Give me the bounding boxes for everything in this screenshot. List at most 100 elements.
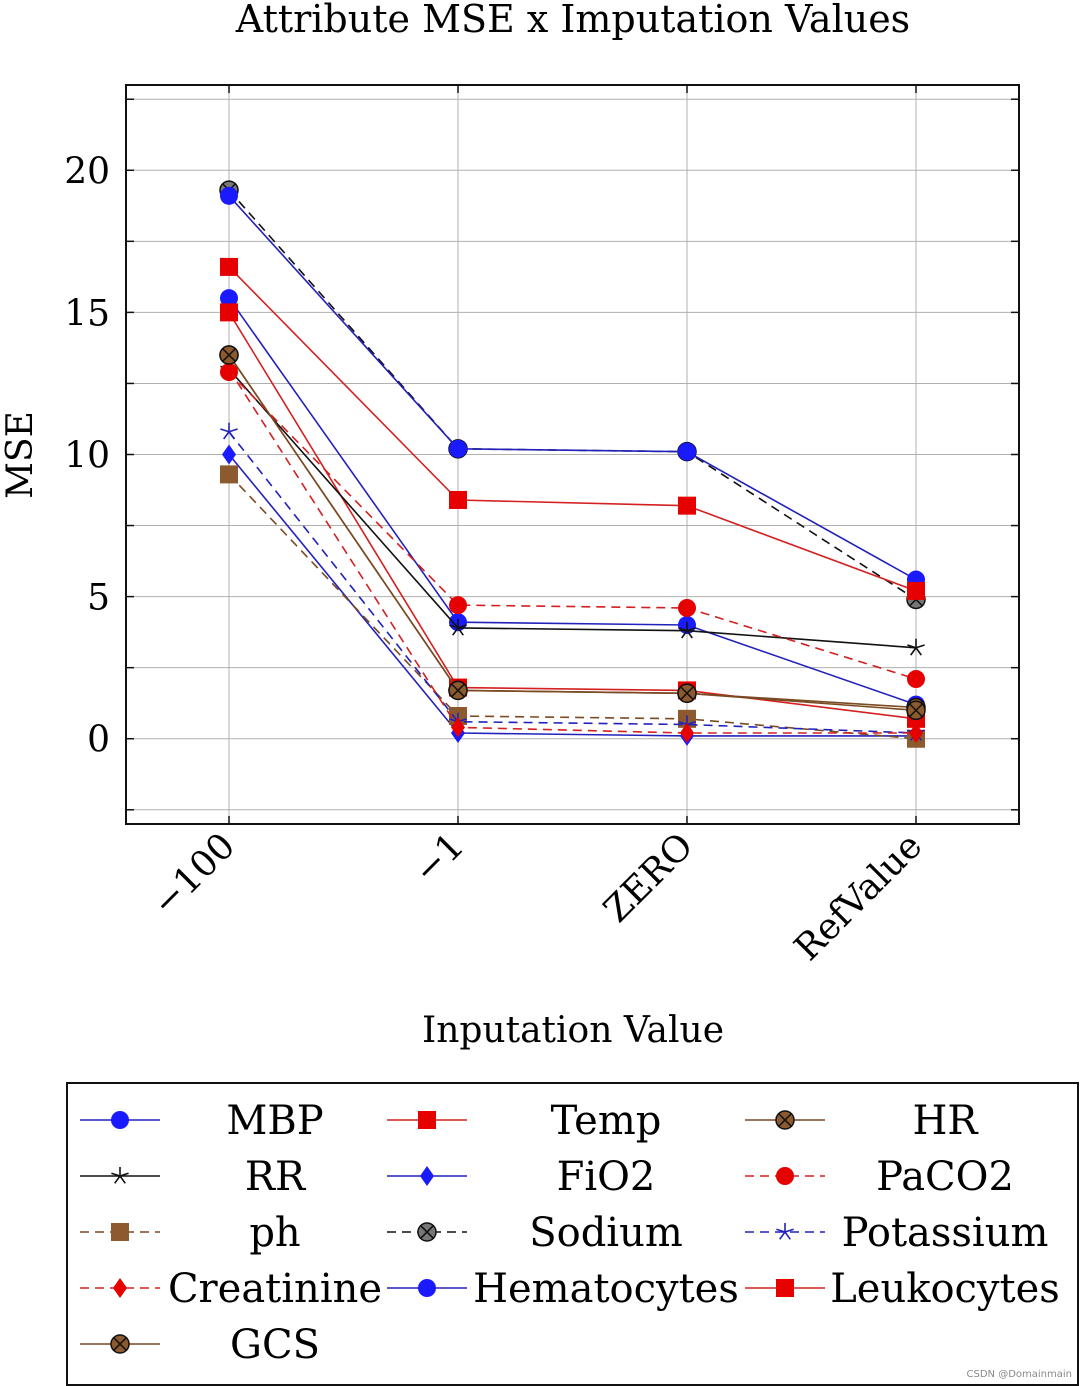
marker-square bbox=[449, 490, 467, 509]
y-tick-label: 10 bbox=[64, 436, 110, 477]
marker-circle bbox=[678, 442, 696, 461]
marker-circle bbox=[220, 186, 238, 205]
legend-entry-creatinine: Creatinine bbox=[80, 1266, 382, 1312]
marker-star bbox=[907, 638, 925, 656]
legend-label: GCS bbox=[230, 1322, 320, 1368]
y-tick-label: 15 bbox=[64, 293, 110, 334]
marker-square bbox=[111, 1223, 129, 1241]
series-rr bbox=[220, 360, 925, 656]
series-hr bbox=[219, 345, 926, 718]
marker-x-cross bbox=[680, 686, 694, 701]
series-line bbox=[228, 297, 917, 706]
series-line bbox=[228, 189, 917, 601]
legend-label: FiO2 bbox=[557, 1154, 656, 1200]
marker-square bbox=[220, 303, 238, 322]
marker-x-cross bbox=[113, 1337, 127, 1351]
marker-star bbox=[111, 1167, 129, 1184]
legend-label: Creatinine bbox=[168, 1266, 382, 1312]
series-line bbox=[228, 368, 916, 734]
legend-label: MBP bbox=[226, 1098, 323, 1144]
legend-label: ph bbox=[249, 1210, 300, 1256]
legend-label: Sodium bbox=[529, 1210, 683, 1256]
legend-entry-gcs: GCS bbox=[80, 1322, 320, 1368]
series-line bbox=[228, 195, 917, 581]
marker-square bbox=[418, 1111, 436, 1129]
series-line bbox=[228, 371, 917, 680]
legend-label: Hematocytes bbox=[473, 1266, 739, 1312]
marker-circle bbox=[111, 1111, 129, 1129]
marker-diamond bbox=[420, 1166, 434, 1186]
y-ticks: 0 5 10 15 20 bbox=[64, 151, 110, 760]
x-axis-label: Inputation Value bbox=[422, 1010, 724, 1051]
x-ticks: −100 −1 ZERO RefValue bbox=[144, 825, 930, 968]
marker-star bbox=[776, 1223, 794, 1240]
marker-x-cross bbox=[222, 348, 236, 362]
series-line bbox=[228, 354, 917, 709]
marker-diamond bbox=[222, 359, 236, 380]
legend-entry-rr: RR bbox=[80, 1154, 307, 1200]
marker-circle bbox=[449, 596, 467, 615]
marker-star bbox=[220, 422, 238, 440]
legend-label: Potassium bbox=[842, 1210, 1049, 1256]
watermark: CSDN @Domainmain bbox=[966, 1369, 1072, 1380]
legend-entry-temp: Temp bbox=[387, 1098, 661, 1144]
marker-square bbox=[220, 257, 238, 276]
legend-entry-fio2: FiO2 bbox=[387, 1154, 655, 1200]
series-leukocytes bbox=[220, 257, 925, 600]
legend-label: HR bbox=[913, 1098, 980, 1144]
marker-diamond bbox=[680, 723, 694, 744]
series-mbp bbox=[220, 289, 925, 714]
marker-square bbox=[776, 1279, 794, 1297]
marker-square bbox=[907, 581, 925, 600]
legend: MBP Temp HR RR FiO2 PaCO2 ph Sodium Potassium Cre… bbox=[80, 1098, 1060, 1368]
y-tick-label: 0 bbox=[87, 720, 110, 761]
series-line bbox=[228, 431, 917, 734]
grid bbox=[126, 85, 1019, 824]
series-line bbox=[228, 266, 917, 592]
marker-x-cross bbox=[451, 683, 465, 698]
legend-label: Temp bbox=[551, 1098, 662, 1144]
marker-diamond bbox=[909, 723, 923, 744]
legend-entry-paco2: PaCO2 bbox=[745, 1154, 1014, 1200]
series-hematocytes bbox=[220, 186, 925, 589]
x-tick-label: RefValue bbox=[787, 825, 930, 968]
series-line bbox=[228, 354, 917, 712]
marker-circle bbox=[776, 1167, 794, 1185]
marker-circle bbox=[220, 289, 238, 308]
marker-star bbox=[449, 618, 467, 636]
series-gcs bbox=[219, 345, 926, 721]
x-tick-label: −100 bbox=[144, 825, 243, 924]
y-tick-label: 20 bbox=[64, 151, 110, 192]
legend-entry-hr: HR bbox=[745, 1098, 979, 1144]
marker-diamond bbox=[222, 444, 236, 465]
marker-circle bbox=[449, 439, 467, 458]
series-creatinine bbox=[222, 359, 923, 744]
series-temp bbox=[220, 303, 925, 728]
marker-star bbox=[678, 621, 696, 639]
legend-label: PaCO2 bbox=[876, 1154, 1014, 1200]
legend-label: Leukocytes bbox=[830, 1266, 1060, 1312]
series-line bbox=[228, 311, 917, 720]
legend-entry-potassium: Potassium bbox=[745, 1210, 1048, 1256]
series-line bbox=[228, 453, 916, 737]
marker-circle bbox=[418, 1279, 436, 1297]
plot-frame bbox=[125, 84, 1020, 825]
marker-square bbox=[220, 465, 238, 484]
x-tick-label: −1 bbox=[406, 825, 473, 892]
marker-circle bbox=[907, 670, 925, 689]
chart-title: Attribute MSE x Imputation Values bbox=[235, 0, 910, 41]
series-line bbox=[228, 368, 917, 649]
legend-label: RR bbox=[245, 1154, 307, 1200]
x-tick-label: ZERO bbox=[596, 825, 701, 930]
y-axis-label: MSE bbox=[0, 411, 41, 499]
marker-square bbox=[678, 496, 696, 515]
series-sodium bbox=[219, 180, 926, 610]
marker-x-cross bbox=[420, 1225, 434, 1239]
legend-entry-mbp: MBP bbox=[80, 1098, 324, 1144]
series-group bbox=[219, 180, 926, 748]
marker-circle bbox=[678, 598, 696, 617]
legend-entry-leukocytes: Leukocytes bbox=[745, 1266, 1060, 1312]
marker-x-cross bbox=[778, 1113, 792, 1127]
legend-entry-ph: ph bbox=[80, 1210, 301, 1256]
